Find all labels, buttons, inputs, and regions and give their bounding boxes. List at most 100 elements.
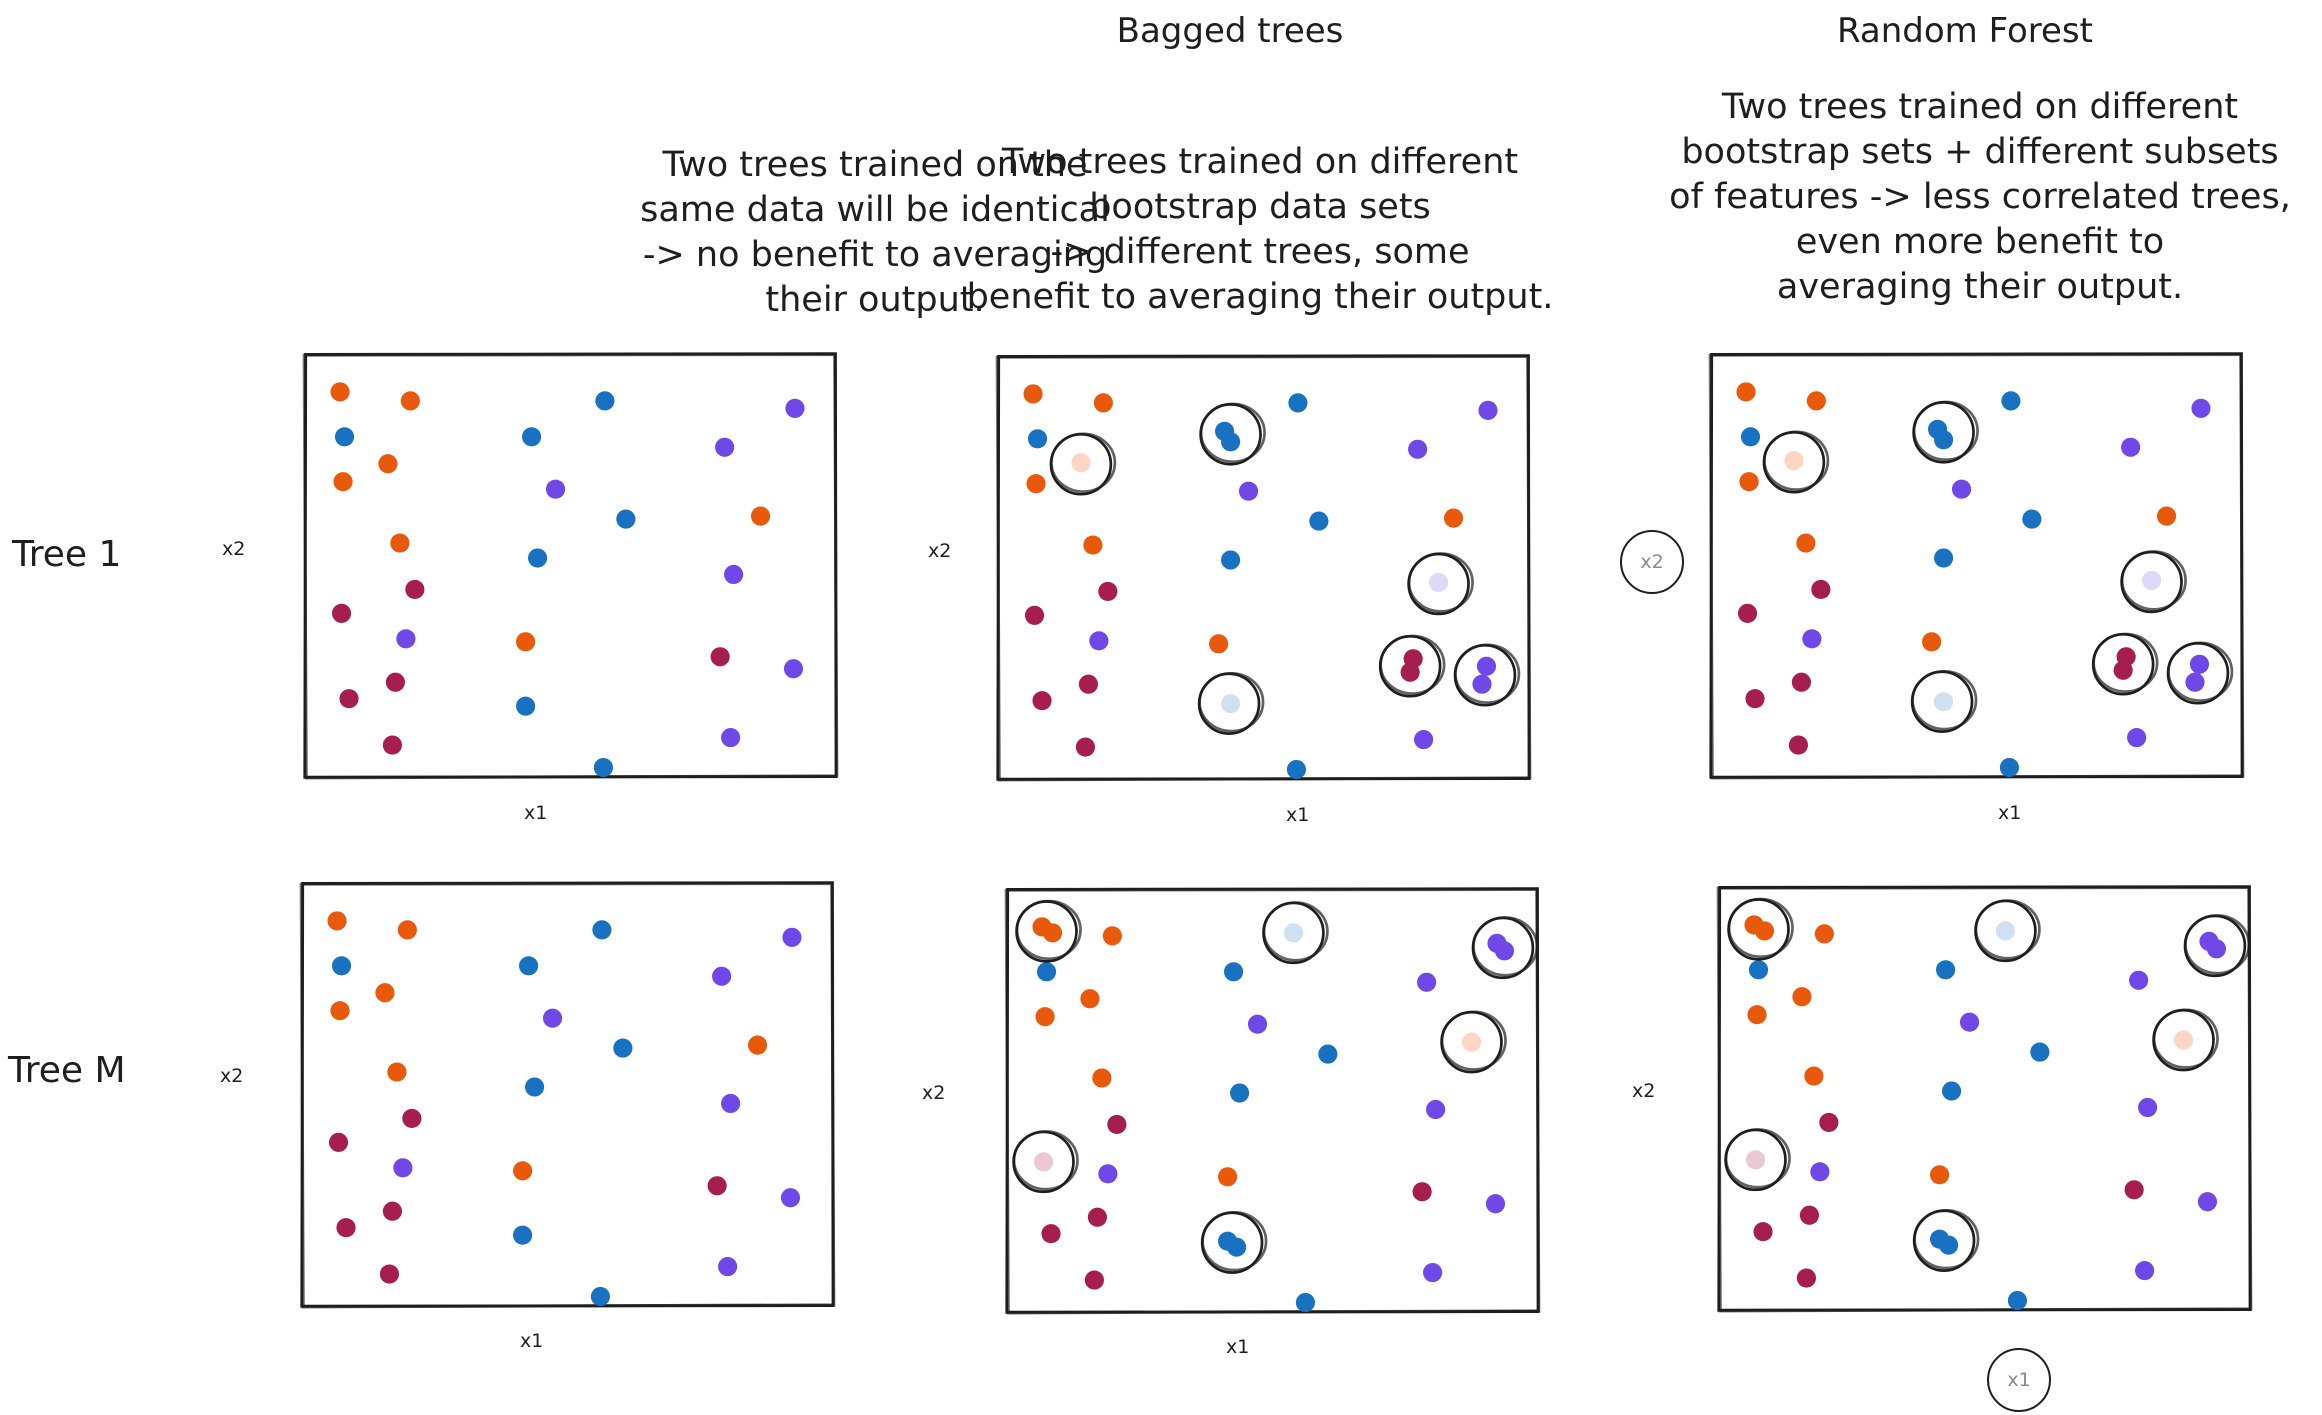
data-point	[2007, 1290, 2027, 1311]
data-point	[1107, 1114, 1127, 1135]
data-point	[2191, 398, 2211, 418]
data-point	[1089, 631, 1109, 651]
description-line: -> no benefit to averaging	[642, 235, 1108, 275]
data-point	[1075, 737, 1095, 757]
ring-icon	[1912, 400, 1979, 462]
data-point	[1083, 535, 1103, 555]
y-axis-label: x2	[220, 1065, 244, 1087]
data-point	[1035, 1007, 1055, 1027]
data-point	[1934, 548, 1954, 568]
data-point	[1227, 1237, 1247, 1257]
data-point	[1024, 605, 1045, 625]
data-point	[1740, 427, 1761, 447]
data-point	[382, 735, 402, 755]
data-point	[1745, 689, 1765, 709]
description-line: benefit to averaging their output.	[966, 277, 1554, 317]
data-point	[613, 1038, 633, 1058]
data-point	[2156, 506, 2177, 526]
data-point	[1939, 1235, 1959, 1255]
description-line: even more benefit to	[1795, 222, 2165, 262]
data-point	[783, 659, 804, 679]
ring-icon	[1727, 897, 1794, 959]
data-point	[1288, 393, 1308, 413]
x-axis-label: x1	[520, 1330, 544, 1352]
panel-frame	[302, 352, 839, 780]
description-line: Two trees trained on the	[662, 145, 1088, 185]
scatter-panel-tree1-bagged	[995, 354, 1532, 782]
data-point	[1309, 511, 1329, 531]
data-point	[1942, 1081, 1962, 1101]
panel-frame	[996, 354, 1531, 781]
data-point	[1026, 474, 1046, 494]
data-point	[519, 956, 539, 976]
data-point	[1221, 694, 1241, 714]
y-axis-label: x2	[922, 1082, 946, 1104]
data-point	[1736, 382, 1756, 402]
ring-icon	[1472, 916, 1539, 977]
description-line: Two trees trained on different	[1721, 87, 2239, 127]
data-point	[2121, 437, 2141, 457]
data-point	[400, 391, 420, 411]
data-point	[1461, 1032, 1482, 1052]
data-point	[336, 1218, 356, 1238]
ring-icon	[1015, 899, 1082, 961]
ring-icon	[1262, 901, 1329, 962]
description-line: bootstrap sets + different subsets	[1681, 132, 2279, 172]
data-point	[331, 603, 352, 623]
panel-frame	[995, 354, 1532, 782]
data-point	[595, 391, 615, 411]
panel-frame	[300, 881, 835, 1308]
data-point	[592, 920, 612, 940]
data-point	[387, 1062, 407, 1082]
data-point	[528, 548, 548, 568]
data-point	[396, 629, 416, 649]
data-point	[2185, 672, 2205, 692]
data-point	[393, 1158, 413, 1178]
data-point	[1426, 1099, 1446, 1120]
data-point	[715, 437, 735, 457]
x-axis-label: x1	[1998, 802, 2022, 824]
data-point	[2173, 1030, 2194, 1050]
data-point	[750, 506, 771, 526]
data-point	[1429, 572, 1449, 593]
data-point	[385, 672, 405, 692]
data-point	[542, 1008, 563, 1028]
data-point	[525, 1077, 545, 1097]
data-point	[2030, 1042, 2050, 1062]
y-axis-label: x2	[1632, 1080, 1656, 1102]
data-point	[1478, 400, 1498, 420]
ring-icon	[1440, 1010, 1507, 1071]
data-point	[710, 647, 730, 667]
data-point	[2127, 728, 2147, 748]
data-point	[782, 927, 802, 947]
data-point	[1423, 1263, 1443, 1283]
description-bagged: Two trees trained on different bootstrap…	[940, 140, 1580, 320]
data-point	[1811, 579, 1831, 600]
data-point	[339, 689, 359, 709]
ring-icon	[1913, 1208, 1980, 1270]
data-point	[1754, 921, 1775, 941]
data-point	[516, 696, 536, 716]
panel-frame	[1709, 352, 2244, 779]
data-point	[1071, 453, 1091, 473]
description-line: averaging their output.	[1776, 267, 2184, 307]
data-point	[328, 1132, 349, 1152]
scatter-panel-treeM-bagged	[1004, 887, 1541, 1315]
data-point	[1748, 960, 1769, 980]
description-line: bootstrap data sets	[1089, 187, 1431, 227]
x-axis-label: x1	[1286, 804, 1310, 826]
data-point	[1087, 1207, 1107, 1227]
ring-icon	[1407, 552, 1474, 613]
data-point	[718, 1257, 738, 1277]
data-point	[1745, 1150, 1766, 1170]
data-point	[333, 472, 353, 492]
data-point	[1221, 550, 1241, 570]
data-point	[616, 509, 636, 529]
data-point	[1951, 479, 1972, 499]
ring-icon	[1454, 643, 1521, 704]
data-point	[1032, 691, 1052, 711]
data-point	[1737, 603, 1758, 623]
data-point	[1041, 1224, 1061, 1244]
data-point	[1218, 1167, 1238, 1187]
data-point	[1283, 923, 1304, 943]
